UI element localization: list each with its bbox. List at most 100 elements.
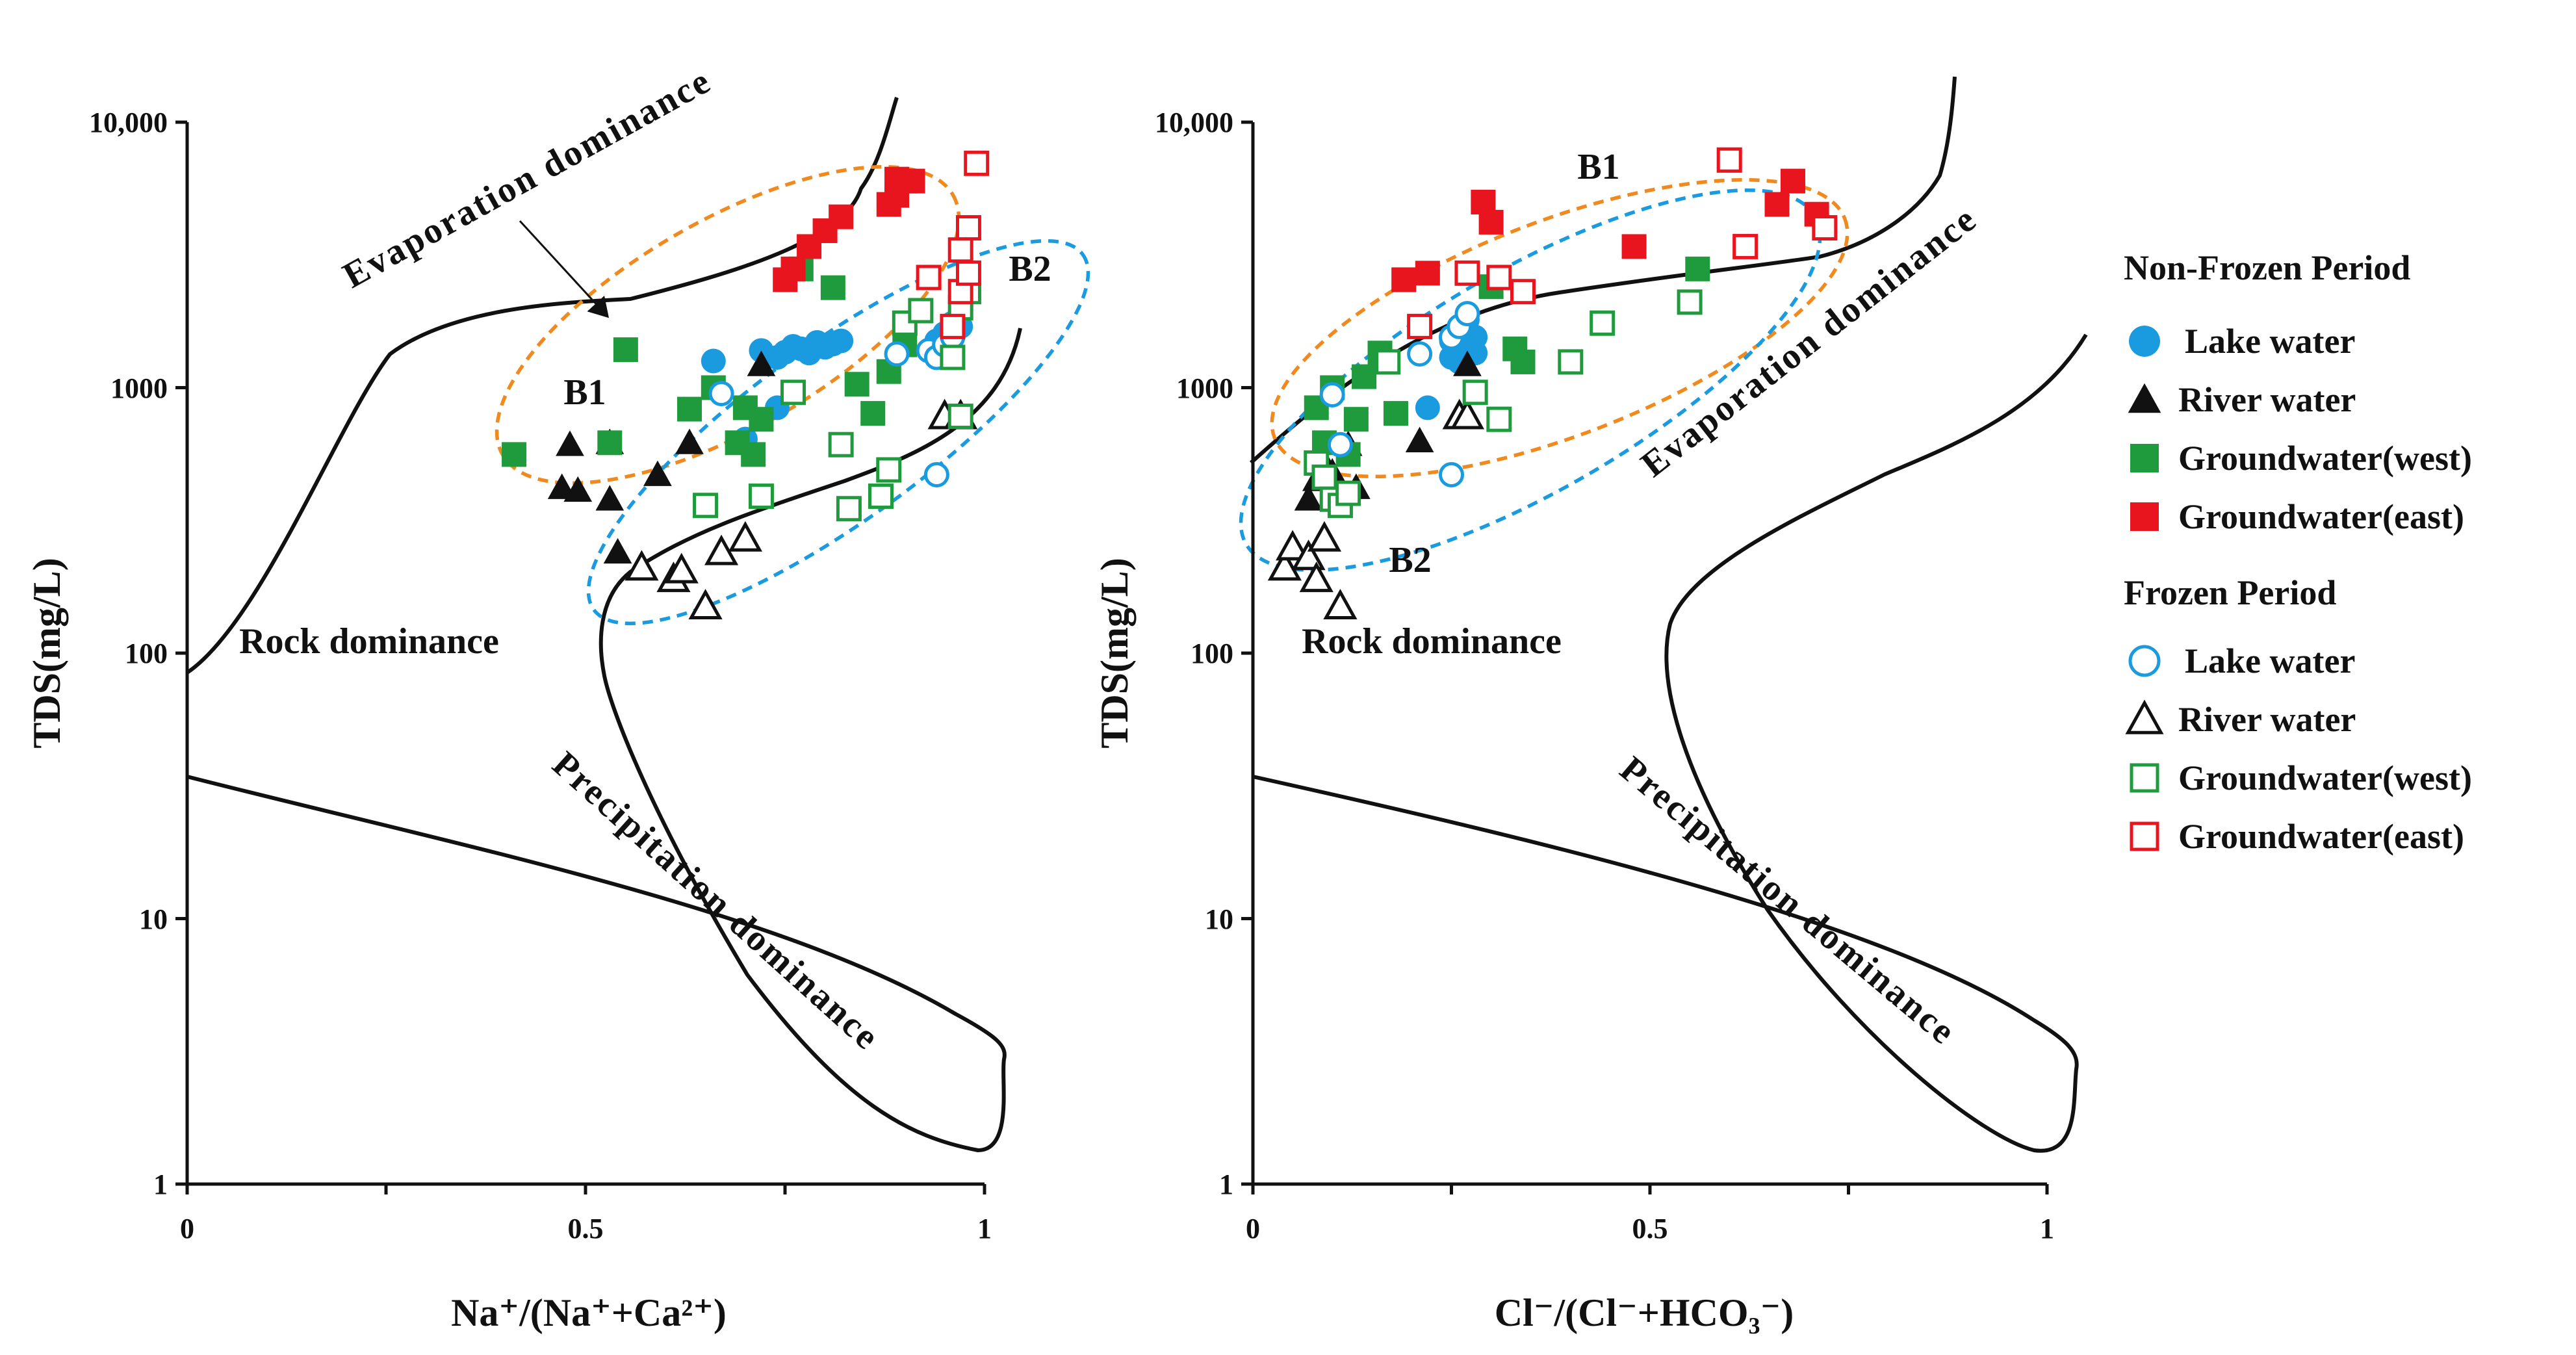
point-river-water-frozen — [1291, 539, 1326, 571]
point-groundwater-west-frozen — [1590, 310, 1616, 336]
b2-group-label: B2 — [1009, 249, 1051, 289]
point-groundwater-west-frozen — [1486, 406, 1512, 432]
point-groundwater-west-non-frozen — [502, 442, 527, 467]
x-tick-label: 0.5 — [1632, 1213, 1668, 1245]
point-river-water-frozen — [1267, 550, 1302, 581]
point-groundwater-west-frozen — [940, 344, 966, 370]
point-groundwater-west-frozen — [693, 493, 719, 519]
y-tick-label: 1000 — [110, 372, 168, 404]
point-groundwater-east-frozen — [955, 215, 981, 241]
x-tick-label: 0.5 — [568, 1213, 604, 1245]
b2-group-label: B2 — [1389, 540, 1431, 580]
point-groundwater-east-non-frozen — [1391, 267, 1417, 292]
y-tick-label: 10 — [139, 903, 168, 935]
point-groundwater-west-non-frozen — [597, 430, 623, 456]
point-groundwater-east-non-frozen — [1764, 192, 1790, 217]
gibbs-na-marks — [502, 150, 990, 620]
y-axis-label: TDS(mg/L) — [1093, 558, 1136, 748]
point-groundwater-east-non-frozen — [900, 168, 925, 194]
point-lake-water-frozen — [884, 341, 910, 367]
legend-marker-groundwater-east — [2130, 821, 2159, 851]
point-river-water-frozen — [704, 534, 739, 565]
legend-marker-groundwater-east — [2130, 502, 2159, 531]
legend: Non-Frozen Period Lake water River water… — [2124, 248, 2472, 856]
evaporation-dominance-label: Evaporation dominance — [337, 60, 718, 296]
point-lake-water-non-frozen — [829, 328, 854, 354]
point-groundwater-east-non-frozen — [1780, 168, 1805, 194]
legend-label: Lake water — [2185, 641, 2355, 680]
point-groundwater-east-non-frozen — [1478, 209, 1504, 235]
gibbs-cl-panel: 10,000 1000 100 10 1 0 0.5 1 TDS(mg/L) C… — [1093, 76, 2088, 1334]
point-river-water-frozen — [728, 521, 762, 552]
point-lake-water-non-frozen — [1415, 395, 1440, 420]
x-tick-label: 1 — [977, 1213, 992, 1245]
point-river-water-non-frozen — [675, 428, 704, 454]
point-groundwater-east-frozen — [1454, 260, 1480, 286]
x-tick-label: 0 — [1246, 1213, 1260, 1245]
point-lake-water-non-frozen — [701, 348, 726, 374]
legend-label: River water — [2178, 700, 2356, 739]
legend-frozen-title: Frozen Period — [2124, 573, 2336, 612]
evaporation-dominance-label: Evaporation dominance — [1634, 198, 1985, 485]
point-groundwater-west-frozen — [780, 380, 806, 406]
x-axis-label: Cl⁻/(Cl⁻+HCO₃⁻) — [1495, 1291, 1794, 1334]
point-river-water-frozen — [625, 550, 659, 581]
y-tick-label: 10,000 — [1155, 107, 1233, 138]
point-groundwater-east-non-frozen — [1415, 261, 1440, 286]
point-groundwater-west-frozen — [1311, 464, 1337, 490]
point-groundwater-west-non-frozen — [677, 396, 702, 422]
point-river-water-frozen — [1307, 521, 1342, 552]
point-groundwater-east-frozen — [916, 265, 942, 290]
point-groundwater-west-frozen — [828, 432, 854, 458]
point-groundwater-west-non-frozen — [1352, 364, 1377, 389]
point-groundwater-west-frozen — [1375, 349, 1401, 375]
legend-marker-river-water — [2128, 383, 2161, 413]
point-groundwater-east-frozen — [1812, 215, 1838, 241]
rock-dominance-label: Rock dominance — [239, 621, 499, 662]
evaporation-boundary-curve — [186, 97, 899, 675]
legend-marker-lake-water — [2128, 645, 2161, 677]
point-groundwater-west-frozen — [868, 484, 894, 510]
x-tick-label: 0 — [180, 1213, 194, 1245]
y-axis-label: TDS(mg/L) — [25, 558, 68, 748]
legend-frozen-markers — [2125, 645, 2164, 851]
gibbs-cl-axes: 10,000 1000 100 10 1 0 0.5 1 TDS(mg/L) C… — [1093, 107, 2054, 1334]
point-river-water-non-frozen — [595, 485, 625, 511]
y-tick-label: 1 — [1219, 1168, 1233, 1200]
point-groundwater-west-non-frozen — [1383, 401, 1408, 426]
y-tick-label: 1 — [153, 1168, 168, 1200]
x-tick-label: 1 — [2040, 1213, 2054, 1245]
y-tick-label: 100 — [1191, 638, 1233, 669]
legend-marker-groundwater-west — [2130, 763, 2159, 793]
point-river-water-frozen — [1276, 530, 1310, 561]
b1-group-outline — [1270, 177, 1849, 479]
point-groundwater-east-frozen — [1510, 279, 1536, 305]
point-river-water-frozen — [1323, 589, 1358, 620]
point-groundwater-west-non-frozen — [1343, 407, 1369, 432]
point-river-water-non-frozen — [643, 460, 672, 486]
point-groundwater-west-frozen — [836, 496, 862, 522]
point-groundwater-east-non-frozen — [1621, 234, 1647, 259]
point-groundwater-west-frozen — [908, 298, 934, 324]
point-river-water-frozen — [1299, 561, 1333, 593]
point-groundwater-east-frozen — [947, 237, 973, 263]
legend-non-frozen-markers — [2128, 326, 2161, 531]
point-groundwater-west-frozen — [748, 484, 774, 510]
point-groundwater-west-non-frozen — [820, 275, 845, 300]
point-groundwater-west-frozen — [1335, 480, 1361, 506]
legend-non-frozen-title: Non-Frozen Period — [2124, 248, 2410, 287]
point-river-water-frozen — [688, 589, 723, 620]
y-tick-label: 10,000 — [89, 107, 168, 138]
point-river-water-non-frozen — [603, 537, 632, 564]
point-groundwater-east-frozen — [955, 260, 981, 286]
point-lake-water-frozen — [1407, 341, 1433, 367]
point-river-water-non-frozen — [1453, 350, 1482, 376]
point-groundwater-west-frozen — [1677, 289, 1703, 315]
legend-marker-groundwater-west — [2130, 444, 2159, 472]
rock-precipitation-boundary-curve — [1252, 333, 2088, 1153]
legend-label: Groundwater(west) — [2178, 439, 2472, 478]
point-groundwater-west-frozen — [947, 404, 973, 430]
point-lake-water-frozen — [708, 381, 734, 407]
b1-group-label: B1 — [1577, 147, 1619, 187]
